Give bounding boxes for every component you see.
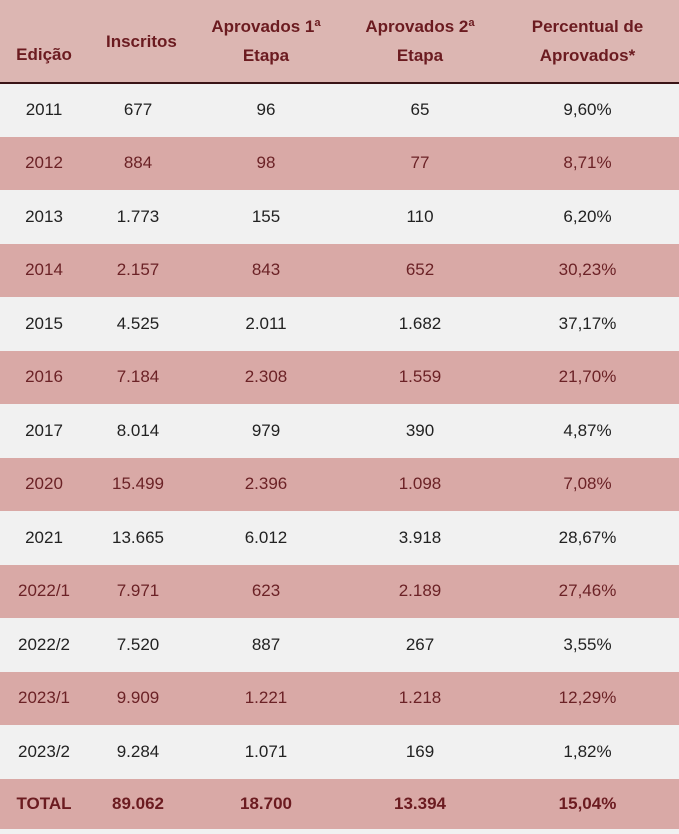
table-cell: 2015 — [0, 297, 88, 351]
table-cell: 2014 — [0, 243, 88, 297]
table-cell: 2017 — [0, 404, 88, 458]
table-row: 2023/1 9.909 1.221 1.218 12,29% — [0, 671, 679, 725]
table-cell: 1.773 — [88, 190, 188, 244]
table-cell: 7.184 — [88, 350, 188, 404]
table-cell: 8.014 — [88, 404, 188, 458]
table-cell: 2013 — [0, 190, 88, 244]
table-cell: 9.909 — [88, 671, 188, 725]
table-cell: 8,71% — [496, 136, 679, 190]
table-cell: 2023/1 — [0, 671, 88, 725]
table-cell: 6,20% — [496, 190, 679, 244]
total-cell: 18.700 — [188, 778, 344, 829]
table-row: 2022/2 7.520 887 267 3,55% — [0, 618, 679, 672]
table-cell: 267 — [344, 618, 496, 672]
table-cell: 65 — [344, 83, 496, 137]
header-row: Edição Inscritos Aprovados 1ª Etapa Aprovad… — [0, 0, 679, 84]
table-cell: 96 — [188, 83, 344, 137]
table-row: 2016 7.184 2.308 1.559 21,70% — [0, 350, 679, 404]
table-cell: 155 — [188, 190, 344, 244]
table-cell: 4.525 — [88, 297, 188, 351]
column-header: Inscritos — [88, 0, 188, 84]
table-row: 2022/1 7.971 623 2.189 27,46% — [0, 564, 679, 618]
table-cell: 7.520 — [88, 618, 188, 672]
column-header: Aprovados 2ª Etapa — [344, 0, 496, 84]
table-body: 2011 677 96 65 9,60% 2012 884 98 77 8,71% 2013 1.77… — [0, 83, 679, 829]
table-cell: 2016 — [0, 350, 88, 404]
table-cell: 2021 — [0, 511, 88, 565]
table-row: 2012 884 98 77 8,71% — [0, 136, 679, 190]
table-cell: 13.665 — [88, 511, 188, 565]
table-cell: 677 — [88, 83, 188, 137]
table-cell: 27,46% — [496, 564, 679, 618]
table-cell: 12,29% — [496, 671, 679, 725]
table-cell: 3,55% — [496, 618, 679, 672]
table-cell: 2022/2 — [0, 618, 88, 672]
table-cell: 110 — [344, 190, 496, 244]
table-row: 2014 2.157 843 652 30,23% — [0, 243, 679, 297]
table-cell: 1.559 — [344, 350, 496, 404]
table-cell: 1.221 — [188, 671, 344, 725]
table-cell: 1,82% — [496, 725, 679, 779]
table-cell: 2023/2 — [0, 725, 88, 779]
table-cell: 884 — [88, 136, 188, 190]
table-cell: 37,17% — [496, 297, 679, 351]
table-cell: 7,08% — [496, 457, 679, 511]
table-cell: 623 — [188, 564, 344, 618]
table-cell: 9,60% — [496, 83, 679, 137]
table-cell: 1.098 — [344, 457, 496, 511]
column-header: Percentual de Aprovados* — [496, 0, 679, 84]
table-cell: 843 — [188, 243, 344, 297]
table-cell: 2011 — [0, 83, 88, 137]
table-cell: 2.011 — [188, 297, 344, 351]
table-cell: 77 — [344, 136, 496, 190]
table-cell: 9.284 — [88, 725, 188, 779]
table-row: 2011 677 96 65 9,60% — [0, 83, 679, 137]
table-cell: 887 — [188, 618, 344, 672]
table-row: 2021 13.665 6.012 3.918 28,67% — [0, 511, 679, 565]
table-cell: 2.189 — [344, 564, 496, 618]
table-cell: 1.218 — [344, 671, 496, 725]
table-cell: 2.157 — [88, 243, 188, 297]
table-header: Edição Inscritos Aprovados 1ª Etapa Aprovad… — [0, 0, 679, 84]
table-cell: 652 — [344, 243, 496, 297]
table-cell: 7.971 — [88, 564, 188, 618]
table-cell: 2012 — [0, 136, 88, 190]
table-cell: 30,23% — [496, 243, 679, 297]
column-header: Edição — [0, 0, 88, 84]
table-cell: 169 — [344, 725, 496, 779]
table-cell: 2020 — [0, 457, 88, 511]
table-cell: 21,70% — [496, 350, 679, 404]
table-row: 2013 1.773 155 110 6,20% — [0, 190, 679, 244]
table-row: 2020 15.499 2.396 1.098 7,08% — [0, 457, 679, 511]
total-cell: TOTAL — [0, 778, 88, 829]
table-cell: 28,67% — [496, 511, 679, 565]
table-cell: 390 — [344, 404, 496, 458]
column-header: Aprovados 1ª Etapa — [188, 0, 344, 84]
table-cell: 15.499 — [88, 457, 188, 511]
table-cell: 3.918 — [344, 511, 496, 565]
table-cell: 2.396 — [188, 457, 344, 511]
table-row: 2015 4.525 2.011 1.682 37,17% — [0, 297, 679, 351]
table-cell: 979 — [188, 404, 344, 458]
table-cell: 4,87% — [496, 404, 679, 458]
total-row: TOTAL 89.062 18.700 13.394 15,04% — [0, 778, 679, 829]
total-cell: 89.062 — [88, 778, 188, 829]
table-cell: 2.308 — [188, 350, 344, 404]
table-cell: 1.682 — [344, 297, 496, 351]
table-row: 2017 8.014 979 390 4,87% — [0, 404, 679, 458]
total-cell: 13.394 — [344, 778, 496, 829]
table-cell: 1.071 — [188, 725, 344, 779]
table-row: 2023/2 9.284 1.071 169 1,82% — [0, 725, 679, 779]
table-cell: 2022/1 — [0, 564, 88, 618]
total-cell: 15,04% — [496, 778, 679, 829]
table-cell: 6.012 — [188, 511, 344, 565]
table-cell: 98 — [188, 136, 344, 190]
